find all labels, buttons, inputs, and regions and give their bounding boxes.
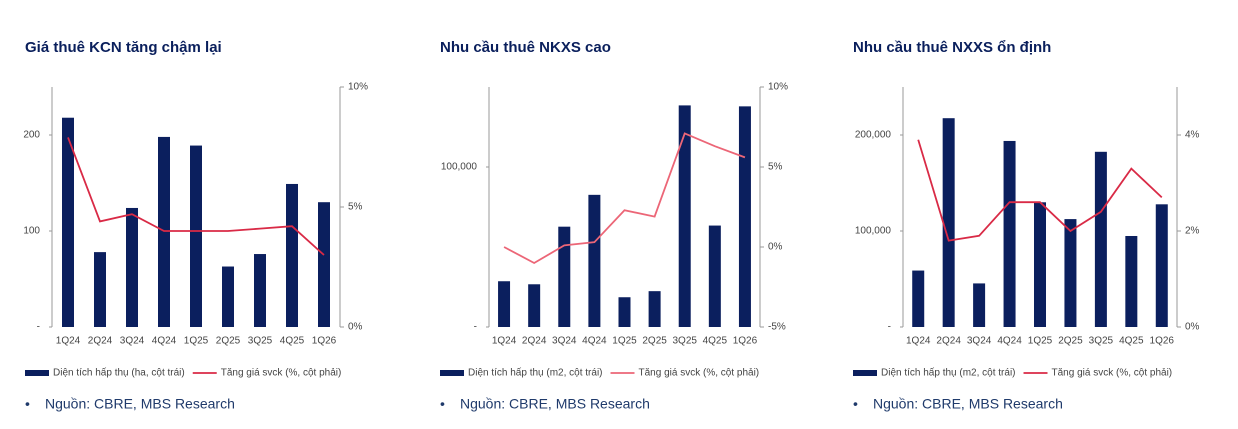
y-tick-label: 200 — [23, 130, 40, 141]
bar — [618, 297, 631, 327]
line — [917, 139, 1163, 242]
bar — [1064, 219, 1077, 327]
bar — [973, 283, 986, 327]
x-tick-label: 3Q24 — [967, 336, 992, 347]
legend-label: Tăng giá svck (%, cột phải) — [221, 368, 342, 379]
x-tick-label: 1Q25 — [612, 336, 637, 347]
bar — [286, 183, 298, 327]
bar — [912, 270, 925, 327]
bullet: • — [25, 396, 30, 412]
x-tick-label: 4Q24 — [582, 336, 607, 347]
x-tick-label: 2Q24 — [522, 336, 547, 347]
bar — [1034, 202, 1046, 327]
x-tick-label: 4Q25 — [280, 336, 305, 347]
bar — [126, 207, 138, 327]
x-tick-label: 2Q25 — [1058, 336, 1083, 347]
bar — [94, 252, 106, 327]
x-tick-label: 1Q25 — [184, 336, 209, 347]
bar — [738, 106, 751, 327]
y2-tick-label: 5% — [768, 162, 783, 173]
x-tick-label: 4Q24 — [152, 336, 177, 347]
legend-swatch — [25, 370, 49, 376]
legend-label: Diện tích hấp thụ (m2, cột trái) — [468, 367, 603, 379]
bar — [318, 202, 330, 327]
x-tick-label: 1Q26 — [312, 336, 337, 347]
bar — [708, 225, 721, 327]
source: Nguồn: CBRE, MBS Research — [460, 396, 650, 412]
y2-tick-label: 0% — [768, 242, 783, 253]
y-tick-label: 100 — [23, 226, 40, 237]
y-tick-label: 200,000 — [855, 130, 892, 141]
bar — [1094, 151, 1107, 327]
y2-tick-label: 4% — [1185, 130, 1200, 141]
bar — [498, 281, 511, 327]
x-tick-label: 2Q25 — [216, 336, 241, 347]
bar — [254, 254, 266, 327]
y-tick-label: - — [37, 322, 40, 333]
y2-tick-label: 2% — [1185, 226, 1200, 237]
source: Nguồn: CBRE, MBS Research — [45, 396, 235, 412]
bar — [62, 117, 74, 327]
legend-label: Tăng giá svck (%, cột phải) — [1052, 368, 1173, 379]
bar — [678, 105, 691, 328]
x-tick-label: 4Q24 — [997, 336, 1022, 347]
x-tick-label: 3Q25 — [672, 336, 697, 347]
chart-title: Nhu cầu thuê NXXS ổn định — [853, 39, 1051, 56]
bar — [648, 291, 661, 327]
x-tick-label: 2Q25 — [642, 336, 667, 347]
y2-tick-label: 5% — [348, 202, 363, 213]
x-tick-label: 1Q25 — [1028, 336, 1053, 347]
x-tick-label: 1Q26 — [733, 336, 758, 347]
x-tick-label: 3Q24 — [552, 336, 577, 347]
x-tick-label: 1Q24 — [906, 336, 931, 347]
bar — [1125, 235, 1138, 327]
x-tick-label: 4Q25 — [1119, 336, 1144, 347]
x-tick-label: 3Q25 — [248, 336, 273, 347]
y-tick-label: - — [888, 322, 891, 333]
bar — [222, 266, 234, 327]
y2-tick-label: 0% — [1185, 322, 1200, 333]
y2-tick-label: 0% — [348, 322, 363, 333]
x-tick-label: 1Q26 — [1150, 336, 1175, 347]
y2-tick-label: -5% — [768, 322, 786, 333]
bar — [942, 118, 955, 327]
line — [503, 132, 746, 265]
source: Nguồn: CBRE, MBS Research — [873, 396, 1063, 412]
chart-title: Giá thuê KCN tăng chậm lại — [25, 39, 222, 56]
x-tick-label: 2Q24 — [88, 336, 113, 347]
chart-title: Nhu cầu thuê NKXS cao — [440, 39, 611, 56]
y-tick-label: - — [474, 322, 477, 333]
legend-label: Diện tích hấp thụ (ha, cột trái) — [53, 367, 185, 379]
bar — [158, 136, 170, 327]
bar — [558, 226, 571, 327]
bullet: • — [853, 396, 858, 412]
legend-label: Diện tích hấp thụ (m2, cột trái) — [881, 367, 1016, 379]
line — [67, 137, 325, 256]
x-tick-label: 1Q24 — [56, 336, 81, 347]
legend-swatch — [440, 370, 464, 376]
x-tick-label: 1Q24 — [492, 336, 517, 347]
y2-tick-label: 10% — [768, 82, 788, 93]
bar — [1003, 140, 1016, 327]
y-tick-label: 100,000 — [441, 162, 478, 173]
legend-swatch — [853, 370, 877, 376]
x-tick-label: 3Q24 — [120, 336, 145, 347]
bar — [190, 145, 202, 327]
y2-tick-label: 10% — [348, 82, 368, 93]
legend-label: Tăng giá svck (%, cột phải) — [639, 368, 760, 379]
x-tick-label: 4Q25 — [703, 336, 728, 347]
bar — [588, 194, 601, 327]
x-tick-label: 2Q24 — [936, 336, 961, 347]
bullet: • — [440, 396, 445, 412]
bar — [1155, 204, 1168, 327]
x-tick-label: 3Q25 — [1089, 336, 1114, 347]
y-tick-label: 100,000 — [855, 226, 892, 237]
bar — [528, 284, 541, 327]
